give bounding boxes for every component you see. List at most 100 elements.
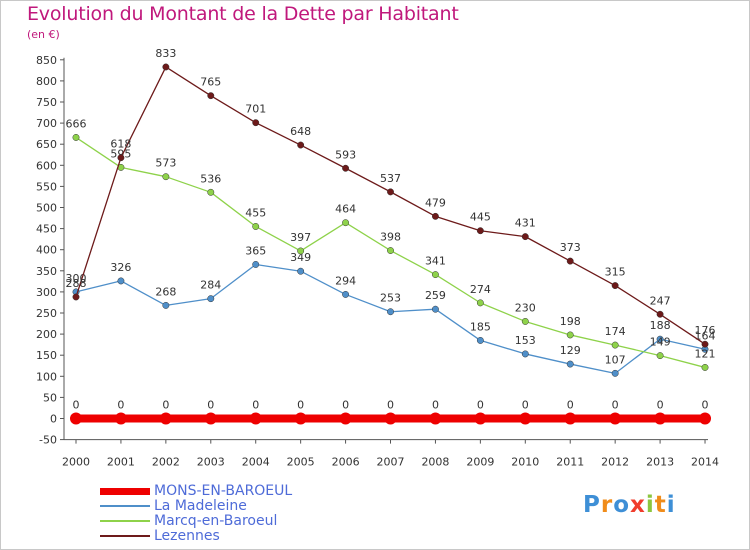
data-point: [611, 282, 619, 290]
logo-letter: t: [654, 492, 667, 518]
data-label: 129: [560, 344, 581, 357]
x-tick-label: 2012: [601, 456, 629, 469]
data-label: 230: [515, 301, 536, 314]
data-point: [72, 293, 80, 301]
data-point: [339, 412, 352, 425]
legend-label: MONS-EN-BAROEUL: [154, 483, 293, 499]
data-label: 0: [207, 399, 214, 412]
data-label: 445: [470, 211, 491, 224]
data-label: 536: [200, 172, 221, 185]
y-tick-label: 0: [50, 413, 57, 426]
data-point: [207, 92, 215, 100]
data-label: 341: [425, 255, 446, 268]
chart-title: Evolution du Montant de la Dette par Hab…: [27, 3, 459, 25]
y-tick-label: 450: [36, 223, 57, 236]
y-tick-label: 250: [36, 307, 57, 320]
y-tick-label: 350: [36, 265, 57, 278]
data-point: [117, 154, 125, 162]
data-point: [249, 412, 262, 425]
x-tick-label: 2006: [332, 456, 360, 469]
x-tick-label: 2014: [691, 456, 719, 469]
x-tick-label: 2008: [421, 456, 449, 469]
x-tick-label: 2007: [377, 456, 405, 469]
data-label: 455: [245, 206, 266, 219]
data-point: [566, 257, 574, 265]
y-tick-label: 850: [36, 54, 57, 67]
data-label: 398: [380, 231, 401, 244]
line-chart: -50 0 50 100 150 200 250 300 350 400 450 500 550 600 6…: [36, 47, 719, 469]
y-tick-label: 200: [36, 328, 57, 341]
data-point: [252, 119, 260, 127]
data-point: [656, 310, 664, 318]
data-label: 648: [290, 125, 311, 138]
data-point: [204, 412, 217, 425]
data-point: [297, 141, 305, 149]
y-tick-label: 800: [36, 75, 57, 88]
data-label: 833: [155, 47, 176, 60]
y-tick-label: 700: [36, 117, 57, 130]
data-label: 0: [252, 399, 259, 412]
y-tick-label: 150: [36, 349, 57, 362]
data-label: 149: [650, 336, 671, 349]
data-label: 479: [425, 196, 446, 209]
data-point: [521, 233, 529, 241]
data-point: [387, 308, 394, 316]
data-label: 174: [605, 325, 626, 338]
x-tick-label: 2003: [197, 456, 225, 469]
data-point: [566, 331, 574, 339]
data-label: 431: [515, 217, 536, 230]
data-point: [476, 227, 484, 235]
data-label: 0: [657, 399, 664, 412]
x-tick-label: 2009: [466, 456, 494, 469]
proxiti-logo: Proxiti: [583, 492, 676, 518]
y-tick-label: 50: [43, 391, 57, 404]
data-label: 537: [380, 172, 401, 185]
y-tick-label: 550: [36, 180, 57, 193]
data-point: [252, 223, 260, 230]
data-label: 284: [200, 279, 221, 292]
data-point: [609, 412, 622, 425]
data-label: 288: [66, 277, 87, 290]
data-label: 253: [380, 292, 401, 305]
data-label: 349: [290, 251, 311, 264]
legend-swatch: [100, 505, 150, 507]
data-point: [162, 301, 170, 309]
data-point: [70, 412, 82, 425]
data-point: [297, 267, 305, 275]
data-point: [476, 336, 484, 344]
data-label: 153: [515, 334, 536, 347]
legend-swatch: [100, 535, 150, 537]
data-label: 294: [335, 274, 356, 287]
x-tick-label: 2005: [287, 456, 315, 469]
logo-letter: P: [583, 492, 601, 518]
data-point: [162, 173, 170, 181]
data-label: 176: [695, 324, 716, 337]
logo-letter: i: [645, 492, 655, 518]
data-label: 573: [155, 157, 176, 170]
data-point: [654, 412, 667, 425]
data-point: [519, 412, 532, 425]
data-label: 397: [290, 231, 311, 244]
data-label: 274: [470, 283, 491, 296]
data-point: [566, 360, 574, 368]
data-point: [521, 317, 529, 325]
data-label: 0: [162, 399, 169, 412]
data-label: 188: [650, 319, 671, 332]
legend-label: La Madeleine: [154, 498, 247, 514]
data-label: 247: [650, 294, 671, 307]
data-point: [476, 299, 484, 307]
data-label: 666: [66, 117, 87, 130]
data-point: [294, 412, 307, 425]
data-label: 373: [560, 241, 581, 254]
data-label: 0: [117, 399, 124, 412]
data-label: 0: [702, 399, 709, 412]
logo-letter: r: [600, 492, 614, 518]
data-label: 464: [335, 203, 356, 216]
data-label: 765: [200, 76, 221, 89]
data-label: 164: [695, 329, 716, 342]
data-label: 0: [567, 399, 574, 412]
data-point: [72, 133, 80, 141]
data-label: 315: [605, 266, 626, 279]
data-point: [701, 363, 709, 371]
data-label: 0: [297, 399, 304, 412]
